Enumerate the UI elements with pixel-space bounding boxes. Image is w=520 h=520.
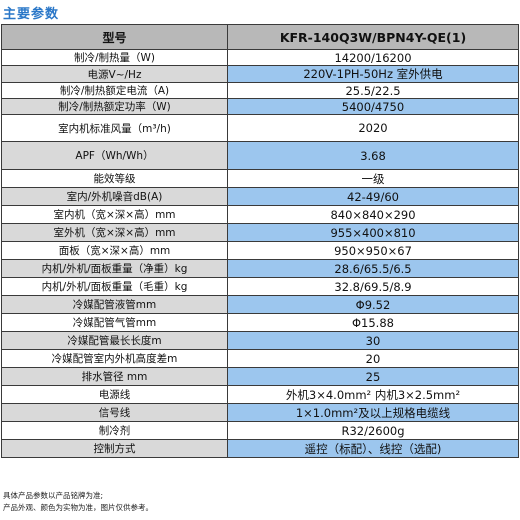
page-title: 主要参数 bbox=[3, 7, 60, 22]
spec-table: 型号 KFR-140Q3W/BPN4Y-QE(1) 制冷/制热量（W) 14200… bbox=[1, 24, 519, 458]
spec-label-cell: 冷媒配管最长长度m bbox=[1, 331, 228, 350]
table-row: 电源V~/Hz 220V-1PH-50Hz 室外供电 bbox=[1, 65, 519, 83]
spec-value-cell: 28.6/65.5/6.5 bbox=[227, 259, 519, 278]
table-row: 电源线 外机3×4.0mm² 内机3×2.5mm² bbox=[1, 385, 519, 404]
spec-value-cell: 一级 bbox=[227, 169, 519, 188]
spec-value-cell: 42-49/60 bbox=[227, 187, 519, 206]
table-row: 内机/外机/面板重量（毛重）kg 32.8/69.5/8.9 bbox=[1, 277, 519, 296]
spec-value-cell: 950×950×67 bbox=[227, 241, 519, 260]
spec-value-cell: Φ15.88 bbox=[227, 313, 519, 332]
spec-label-cell: 冷媒配管气管mm bbox=[1, 313, 228, 332]
table-row: 制冷/制热额定功率（W) 5400/4750 bbox=[1, 98, 519, 115]
spec-label-cell: 室外机（宽×深×高）mm bbox=[1, 223, 228, 242]
spec-label-cell: 室内/外机噪音dB(A) bbox=[1, 187, 228, 206]
spec-value-cell: 1×1.0mm²及以上规格电缆线 bbox=[227, 403, 519, 422]
spec-value-cell: 遥控（标配）、线控（选配) bbox=[227, 439, 519, 458]
header-label-cell: 型号 bbox=[1, 24, 228, 50]
spec-value-cell: Φ9.52 bbox=[227, 295, 519, 314]
spec-value-cell: 25 bbox=[227, 367, 519, 386]
table-row: 室内机（宽×深×高）mm 840×840×290 bbox=[1, 205, 519, 224]
table-row: 冷媒配管液管mm Φ9.52 bbox=[1, 295, 519, 314]
spec-label-cell: 室内机标准风量（m³/h) bbox=[1, 114, 228, 142]
table-row: 冷媒配管气管mm Φ15.88 bbox=[1, 313, 519, 332]
table-row: 排水管径 mm 25 bbox=[1, 367, 519, 386]
table-row: 冷媒配管最长长度m 30 bbox=[1, 331, 519, 350]
table-row: 制冷/制热量（W) 14200/16200 bbox=[1, 49, 519, 66]
spec-value-cell: 840×840×290 bbox=[227, 205, 519, 224]
spec-label-cell: 面板（宽×深×高）mm bbox=[1, 241, 228, 260]
spec-label-cell: 信号线 bbox=[1, 403, 228, 422]
spec-value-cell: 外机3×4.0mm² 内机3×2.5mm² bbox=[227, 385, 519, 404]
spec-value-cell: 30 bbox=[227, 331, 519, 350]
note-line: 具体产品参数以产品铭牌为准; bbox=[3, 491, 104, 500]
table-row: 能效等级 一级 bbox=[1, 169, 519, 188]
notes: 具体产品参数以产品铭牌为准; 产品外观、颜色为实物为准，图片仅供参考。 bbox=[3, 490, 153, 514]
spec-value-cell: 2020 bbox=[227, 114, 519, 142]
spec-label-cell: 电源V~/Hz bbox=[1, 65, 228, 83]
spec-label-cell: 内机/外机/面板重量（净重）kg bbox=[1, 259, 228, 278]
title-bar: 主要参数 bbox=[0, 0, 520, 24]
spec-value-cell: 20 bbox=[227, 349, 519, 368]
spec-table-body: 型号 KFR-140Q3W/BPN4Y-QE(1) 制冷/制热量（W) 14200… bbox=[1, 24, 519, 458]
spec-value-cell: 955×400×810 bbox=[227, 223, 519, 242]
table-row: APF（Wh/Wh） 3.68 bbox=[1, 141, 519, 170]
table-row: 室内/外机噪音dB(A) 42-49/60 bbox=[1, 187, 519, 206]
spec-value-cell: R32/2600g bbox=[227, 421, 519, 440]
spec-label-cell: 制冷/制热额定电流（A) bbox=[1, 82, 228, 99]
table-row: 内机/外机/面板重量（净重）kg 28.6/65.5/6.5 bbox=[1, 259, 519, 278]
spec-value-cell: 5400/4750 bbox=[227, 98, 519, 115]
spec-label-cell: 排水管径 mm bbox=[1, 367, 228, 386]
spec-value-cell: 3.68 bbox=[227, 141, 519, 170]
spec-value-cell: 14200/16200 bbox=[227, 49, 519, 66]
note-line: 产品外观、颜色为实物为准，图片仅供参考。 bbox=[3, 503, 153, 512]
table-row: 制冷/制热额定电流（A) 25.5/22.5 bbox=[1, 82, 519, 99]
spec-label-cell: APF（Wh/Wh） bbox=[1, 141, 228, 170]
spec-label-cell: 电源线 bbox=[1, 385, 228, 404]
table-row: 室内机标准风量（m³/h) 2020 bbox=[1, 114, 519, 142]
spec-label-cell: 制冷剂 bbox=[1, 421, 228, 440]
table-row: 冷媒配管室内外机高度差m 20 bbox=[1, 349, 519, 368]
spec-value-cell: 220V-1PH-50Hz 室外供电 bbox=[227, 65, 519, 83]
spec-value-cell: 32.8/69.5/8.9 bbox=[227, 277, 519, 296]
spec-label-cell: 内机/外机/面板重量（毛重）kg bbox=[1, 277, 228, 296]
spec-label-cell: 能效等级 bbox=[1, 169, 228, 188]
table-row: 面板（宽×深×高）mm 950×950×67 bbox=[1, 241, 519, 260]
spec-label-cell: 冷媒配管室内外机高度差m bbox=[1, 349, 228, 368]
spec-label-cell: 室内机（宽×深×高）mm bbox=[1, 205, 228, 224]
spec-label-cell: 冷媒配管液管mm bbox=[1, 295, 228, 314]
spec-label-cell: 制冷/制热额定功率（W) bbox=[1, 98, 228, 115]
table-row: 室外机（宽×深×高）mm 955×400×810 bbox=[1, 223, 519, 242]
table-header-row: 型号 KFR-140Q3W/BPN4Y-QE(1) bbox=[1, 24, 519, 50]
spec-value-cell: 25.5/22.5 bbox=[227, 82, 519, 99]
spec-label-cell: 制冷/制热量（W) bbox=[1, 49, 228, 66]
table-row: 制冷剂 R32/2600g bbox=[1, 421, 519, 440]
table-row: 信号线 1×1.0mm²及以上规格电缆线 bbox=[1, 403, 519, 422]
table-row: 控制方式 遥控（标配）、线控（选配) bbox=[1, 439, 519, 458]
header-value-cell: KFR-140Q3W/BPN4Y-QE(1) bbox=[227, 24, 519, 50]
spec-label-cell: 控制方式 bbox=[1, 439, 228, 458]
